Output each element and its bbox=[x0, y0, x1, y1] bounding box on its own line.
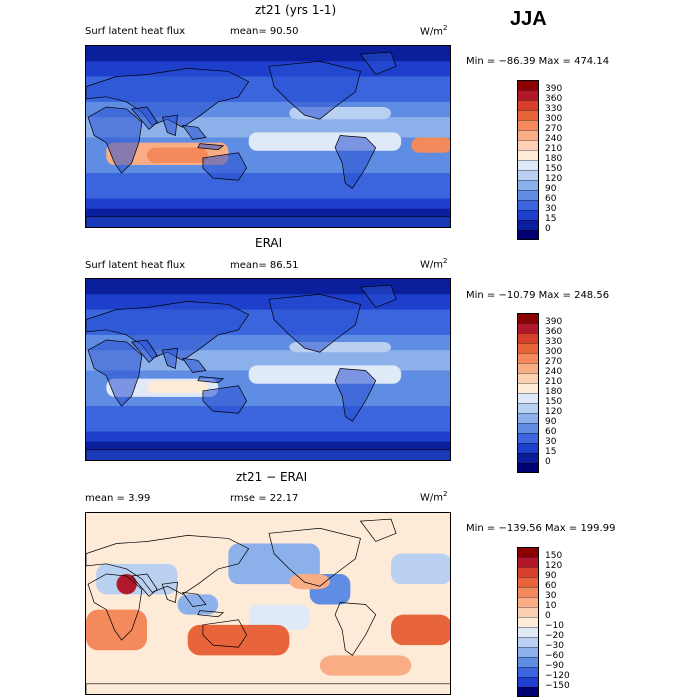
colorbar-tick-label: 10 bbox=[545, 601, 557, 611]
colorbar-tick-label: 360 bbox=[545, 327, 563, 337]
colorbar-tick-label: 210 bbox=[545, 377, 563, 387]
panel-title-model: zt21 (yrs 1-1) bbox=[255, 3, 337, 17]
panel-variable-obs: Surf latent heat flux bbox=[85, 260, 186, 271]
colorbar-tick-label: 0 bbox=[545, 611, 551, 621]
colorbar-tick-label: 60 bbox=[545, 427, 557, 437]
map-diff-plot bbox=[86, 513, 450, 694]
colorbar-tick-label: 150 bbox=[545, 551, 563, 561]
minmax-model: Min = −86.39 Max = 474.14 bbox=[466, 56, 610, 67]
colorbar-tick-label: 120 bbox=[545, 174, 563, 184]
colorbar-tick-label: 270 bbox=[545, 124, 563, 134]
panel-title-diff: zt21 − ERAI bbox=[236, 470, 308, 484]
map-model bbox=[85, 45, 451, 228]
panel-title-obs: ERAI bbox=[255, 236, 283, 250]
colorbar-tick-label: 120 bbox=[545, 407, 563, 417]
panel-units-model: W/m2 bbox=[420, 24, 448, 38]
colorbar-tick-label: 90 bbox=[545, 184, 557, 194]
colorbar-tick-label: 330 bbox=[545, 337, 563, 347]
colorbar-tick-label: 180 bbox=[545, 154, 563, 164]
colorbar-tick-label: 240 bbox=[545, 367, 563, 377]
colorbar-tick-label: 270 bbox=[545, 357, 563, 367]
colorbar-tick-label: 300 bbox=[545, 114, 563, 124]
colorbar-tick-label: 30 bbox=[545, 437, 557, 447]
colorbar-tick-label: 15 bbox=[545, 214, 557, 224]
colorbar-tick-label: 90 bbox=[545, 417, 557, 427]
panel-mean-model: mean= 90.50 bbox=[230, 26, 299, 37]
colorbar-tick-label: 60 bbox=[545, 194, 557, 204]
panel-mean-obs: mean= 86.51 bbox=[230, 260, 299, 271]
colorbar-frame bbox=[517, 80, 539, 240]
panel-units-obs: W/m2 bbox=[420, 257, 448, 271]
colorbar-tick-label: −60 bbox=[545, 651, 564, 661]
minmax-diff: Min = −139.56 Max = 199.99 bbox=[466, 523, 616, 534]
colorbar-frame bbox=[517, 313, 539, 473]
colorbar-tick-label: −150 bbox=[545, 681, 570, 691]
colorbar-tick-label: −120 bbox=[545, 671, 570, 681]
map-obs-plot bbox=[86, 279, 450, 460]
minmax-obs: Min = −10.79 Max = 248.56 bbox=[466, 290, 610, 301]
colorbar-tick-label: 330 bbox=[545, 104, 563, 114]
colorbar-tick-label: 120 bbox=[545, 561, 563, 571]
colorbar-tick-label: 390 bbox=[545, 317, 563, 327]
colorbar-tick-label: 360 bbox=[545, 94, 563, 104]
colorbar-tick-label: 0 bbox=[545, 224, 551, 234]
colorbar-tick-label: −20 bbox=[545, 631, 564, 641]
colorbar-tick-label: −30 bbox=[545, 641, 564, 651]
colorbar-tick-label: −10 bbox=[545, 621, 564, 631]
colorbar-tick-label: 15 bbox=[545, 447, 557, 457]
colorbar-tick-label: 0 bbox=[545, 457, 551, 467]
colorbar-tick-label: 180 bbox=[545, 387, 563, 397]
colorbar-tick-label: 30 bbox=[545, 591, 557, 601]
colorbar-tick-label: −90 bbox=[545, 661, 564, 671]
colorbar-tick-label: 90 bbox=[545, 571, 557, 581]
panel-units-diff: W/m2 bbox=[420, 490, 448, 504]
colorbar-tick-label: 150 bbox=[545, 397, 563, 407]
panel-variable-model: Surf latent heat flux bbox=[85, 26, 186, 37]
colorbar-tick-label: 210 bbox=[545, 144, 563, 154]
colorbar-tick-label: 300 bbox=[545, 347, 563, 357]
colorbar-tick-label: 240 bbox=[545, 134, 563, 144]
map-obs bbox=[85, 278, 451, 461]
colorbar-tick-label: 150 bbox=[545, 164, 563, 174]
colorbar-frame bbox=[517, 547, 539, 697]
panel-mean-diff: mean = 3.99 bbox=[85, 493, 151, 504]
colorbar-tick-label: 60 bbox=[545, 581, 557, 591]
map-model-plot bbox=[86, 46, 450, 227]
colorbar-tick-label: 30 bbox=[545, 204, 557, 214]
map-diff bbox=[85, 512, 451, 695]
season-label: JJA bbox=[510, 8, 547, 30]
colorbar-tick-label: 390 bbox=[545, 84, 563, 94]
panel-rmse-diff: rmse = 22.17 bbox=[230, 493, 299, 504]
